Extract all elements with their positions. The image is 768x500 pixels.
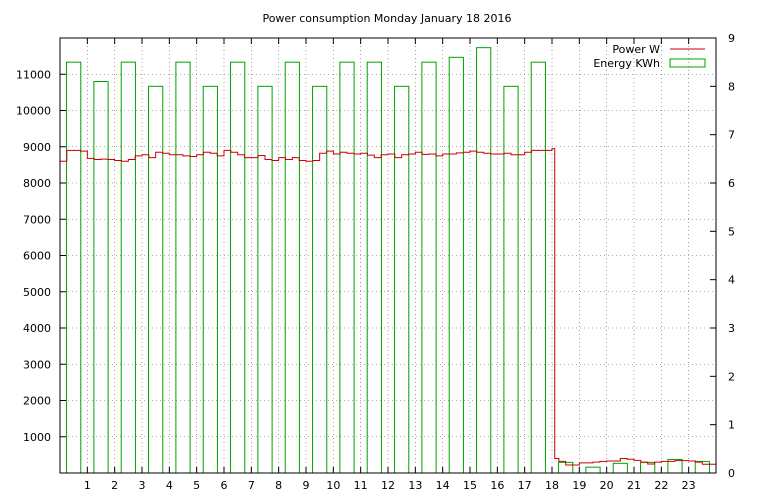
x-tick-label: 4 xyxy=(166,479,173,492)
energy-bar xyxy=(394,85,410,474)
left-tick-label: 10000 xyxy=(16,105,51,118)
energy-bars xyxy=(66,47,710,474)
right-tick-label: 7 xyxy=(728,129,735,142)
x-tick-label: 6 xyxy=(221,479,228,492)
x-tick-label: 14 xyxy=(436,479,450,492)
x-tick-label: 12 xyxy=(381,479,395,492)
x-tick-label: 1 xyxy=(84,479,91,492)
x-tick-label: 17 xyxy=(518,479,532,492)
right-tick-label: 1 xyxy=(728,419,735,432)
right-tick-label: 6 xyxy=(728,177,735,190)
left-tick-label: 9000 xyxy=(23,141,51,154)
x-tick-label: 20 xyxy=(600,479,614,492)
x-tick-label: 7 xyxy=(248,479,255,492)
left-tick-label: 3000 xyxy=(23,358,51,371)
left-tick-label: 7000 xyxy=(23,213,51,226)
energy-bar xyxy=(284,61,300,474)
power-line xyxy=(60,148,717,466)
x-tick-label: 8 xyxy=(275,479,282,492)
x-tick-label: 22 xyxy=(654,479,668,492)
right-tick-label: 0 xyxy=(728,467,735,480)
energy-bar xyxy=(503,85,519,474)
legend-energy-swatch xyxy=(669,58,706,68)
left-tick-label: 5000 xyxy=(23,286,51,299)
left-tick-label: 1000 xyxy=(23,431,51,444)
left-tick-label: 6000 xyxy=(23,250,51,263)
x-tick-label: 19 xyxy=(572,479,586,492)
right-tick-label: 2 xyxy=(728,370,735,383)
energy-bar xyxy=(585,466,601,474)
energy-bar xyxy=(448,56,464,474)
energy-bar xyxy=(230,61,246,474)
x-tick-label: 15 xyxy=(463,479,477,492)
energy-bar xyxy=(530,61,546,474)
energy-bar xyxy=(339,61,355,474)
energy-bar xyxy=(421,61,437,474)
left-tick-label: 4000 xyxy=(23,322,51,335)
energy-bar xyxy=(202,85,218,474)
legend-power-label: Power W xyxy=(612,43,660,56)
x-tick-label: 13 xyxy=(408,479,422,492)
chart-title: Power consumption Monday January 18 2016 xyxy=(262,12,511,25)
right-tick-label: 8 xyxy=(728,80,735,93)
energy-bar xyxy=(366,61,382,474)
energy-bar xyxy=(93,81,109,474)
energy-bar xyxy=(312,85,328,474)
x-axis-ticks: 1 2 3 4 5 6 7 8 9 10 11 12 13 14 15 16 17 18 19 20 21 22 23 xyxy=(84,38,696,492)
power-line-path xyxy=(60,148,717,466)
legend: Power W Energy KWh xyxy=(593,43,706,70)
left-tick-label: 8000 xyxy=(23,177,51,190)
energy-bar xyxy=(612,462,628,474)
x-tick-label: 10 xyxy=(326,479,340,492)
energy-bar xyxy=(175,61,191,474)
energy-bar xyxy=(120,61,136,474)
energy-bar xyxy=(476,47,492,474)
energy-bar xyxy=(148,85,164,474)
x-tick-label: 9 xyxy=(303,479,310,492)
energy-bar xyxy=(257,85,273,474)
right-axis-ticks: 0 1 2 3 4 5 6 7 8 9 xyxy=(710,32,735,480)
x-tick-label: 5 xyxy=(193,479,200,492)
left-axis-ticks: 1000 2000 3000 4000 5000 6000 7000 8000 9000 1000… xyxy=(16,68,66,444)
energy-bar xyxy=(66,61,82,474)
x-tick-label: 21 xyxy=(627,479,641,492)
x-tick-label: 11 xyxy=(354,479,368,492)
right-tick-label: 4 xyxy=(728,274,735,287)
x-tick-label: 16 xyxy=(490,479,504,492)
grid-lines xyxy=(60,38,716,473)
left-tick-label: 2000 xyxy=(23,395,51,408)
right-tick-label: 9 xyxy=(728,32,735,45)
right-tick-label: 3 xyxy=(728,322,735,335)
x-tick-label: 2 xyxy=(111,479,118,492)
x-tick-label: 18 xyxy=(545,479,559,492)
x-tick-label: 3 xyxy=(139,479,146,492)
left-tick-label: 11000 xyxy=(16,68,51,81)
legend-energy-label: Energy KWh xyxy=(593,57,660,70)
right-tick-label: 5 xyxy=(728,225,735,238)
x-tick-label: 23 xyxy=(682,479,696,492)
